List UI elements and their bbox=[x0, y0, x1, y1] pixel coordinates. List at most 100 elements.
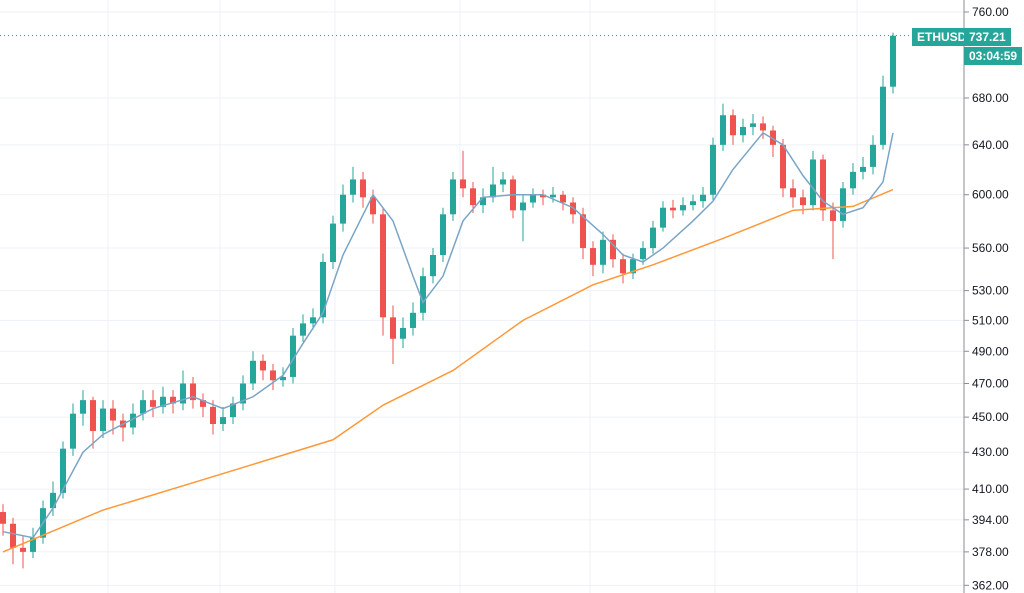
candle-body bbox=[270, 370, 276, 381]
candle bbox=[360, 171, 366, 208]
candle bbox=[760, 116, 766, 139]
candle-body bbox=[160, 396, 166, 407]
candle bbox=[420, 267, 426, 321]
candle bbox=[350, 166, 356, 203]
candle bbox=[750, 114, 756, 136]
candle-body bbox=[380, 214, 386, 318]
candle-body bbox=[290, 335, 296, 377]
candle bbox=[10, 517, 16, 565]
candle bbox=[660, 201, 666, 232]
candle-body bbox=[370, 197, 376, 215]
candle bbox=[560, 190, 566, 211]
candle-body bbox=[430, 254, 436, 277]
candle-body bbox=[540, 194, 546, 198]
y-tick-label: 430.00 bbox=[972, 445, 1009, 459]
candle-body bbox=[850, 171, 856, 189]
candle bbox=[860, 157, 866, 180]
candle-body bbox=[760, 123, 766, 131]
candle-body bbox=[100, 408, 106, 431]
candle-body bbox=[600, 239, 606, 265]
slow-moving-average-line bbox=[2, 188, 894, 553]
candle bbox=[870, 135, 876, 175]
candle bbox=[880, 75, 886, 150]
candle-body bbox=[630, 259, 636, 274]
candle bbox=[210, 400, 216, 435]
candle bbox=[250, 351, 256, 391]
candle-body bbox=[740, 126, 746, 136]
candle-body bbox=[360, 179, 366, 198]
candle bbox=[650, 220, 656, 254]
candle-body bbox=[180, 383, 186, 404]
candle bbox=[770, 125, 776, 158]
candle-body bbox=[90, 400, 96, 431]
candle-body bbox=[450, 179, 456, 215]
candle-body bbox=[660, 207, 666, 228]
candle-body bbox=[690, 201, 696, 206]
candle-body bbox=[390, 317, 396, 339]
candle-body bbox=[800, 197, 806, 206]
candle bbox=[460, 150, 466, 198]
candle bbox=[410, 302, 416, 336]
fast-moving-average-line bbox=[2, 131, 894, 539]
candle bbox=[600, 231, 606, 274]
candle bbox=[790, 179, 796, 208]
y-tick-label: 362.00 bbox=[972, 578, 1009, 592]
candle bbox=[640, 241, 646, 265]
candle bbox=[670, 199, 676, 219]
candle bbox=[510, 175, 516, 219]
candle-body bbox=[780, 144, 786, 189]
candle-body bbox=[710, 144, 716, 195]
candle-body bbox=[680, 205, 686, 211]
candle-body bbox=[460, 179, 466, 189]
candle-body bbox=[590, 248, 596, 265]
candle-body bbox=[260, 360, 266, 371]
candle-body bbox=[400, 327, 406, 339]
y-tick-label: 530.00 bbox=[972, 284, 1009, 298]
candle bbox=[140, 390, 146, 421]
candle-body bbox=[410, 312, 416, 328]
price-axis[interactable]: 760.00 680.00 640.00 600.00 560.00 530.00 510.… bbox=[964, 5, 1009, 592]
candle bbox=[200, 393, 206, 418]
candle-body bbox=[240, 383, 246, 404]
candle-body bbox=[480, 197, 486, 206]
candle bbox=[70, 403, 76, 456]
candle bbox=[390, 305, 396, 365]
candle bbox=[590, 241, 596, 277]
y-tick-label: 450.00 bbox=[972, 410, 1009, 424]
candle bbox=[330, 215, 336, 270]
candle-body bbox=[730, 115, 736, 136]
bar-countdown-label: 03:04:59 bbox=[964, 47, 1023, 65]
candle-body bbox=[20, 547, 26, 552]
y-tick-label: 410.00 bbox=[972, 482, 1009, 496]
candle-body bbox=[60, 448, 66, 493]
candle-body bbox=[130, 413, 136, 428]
candle-body bbox=[420, 276, 426, 313]
candle bbox=[300, 314, 306, 342]
candle bbox=[380, 207, 386, 336]
candle bbox=[220, 406, 226, 431]
candle bbox=[270, 364, 276, 391]
candle-body bbox=[890, 35, 896, 87]
candle bbox=[840, 181, 846, 228]
candle-body bbox=[140, 400, 146, 414]
candle bbox=[730, 109, 736, 145]
candle-body bbox=[490, 184, 496, 198]
candle-body bbox=[860, 166, 866, 172]
candle-body bbox=[670, 207, 676, 211]
candle-body bbox=[880, 86, 886, 145]
candle bbox=[700, 187, 706, 208]
candle bbox=[810, 150, 816, 211]
candle-body bbox=[770, 130, 776, 145]
candle-body bbox=[200, 400, 206, 407]
candle bbox=[850, 163, 856, 195]
candle-body bbox=[530, 194, 536, 203]
candle bbox=[480, 188, 486, 213]
candles bbox=[0, 32, 896, 569]
candle-body bbox=[500, 179, 506, 185]
candle bbox=[180, 370, 186, 411]
candle-body bbox=[310, 317, 316, 324]
candle-body bbox=[110, 408, 116, 421]
candle bbox=[530, 188, 536, 208]
candle bbox=[470, 181, 476, 213]
